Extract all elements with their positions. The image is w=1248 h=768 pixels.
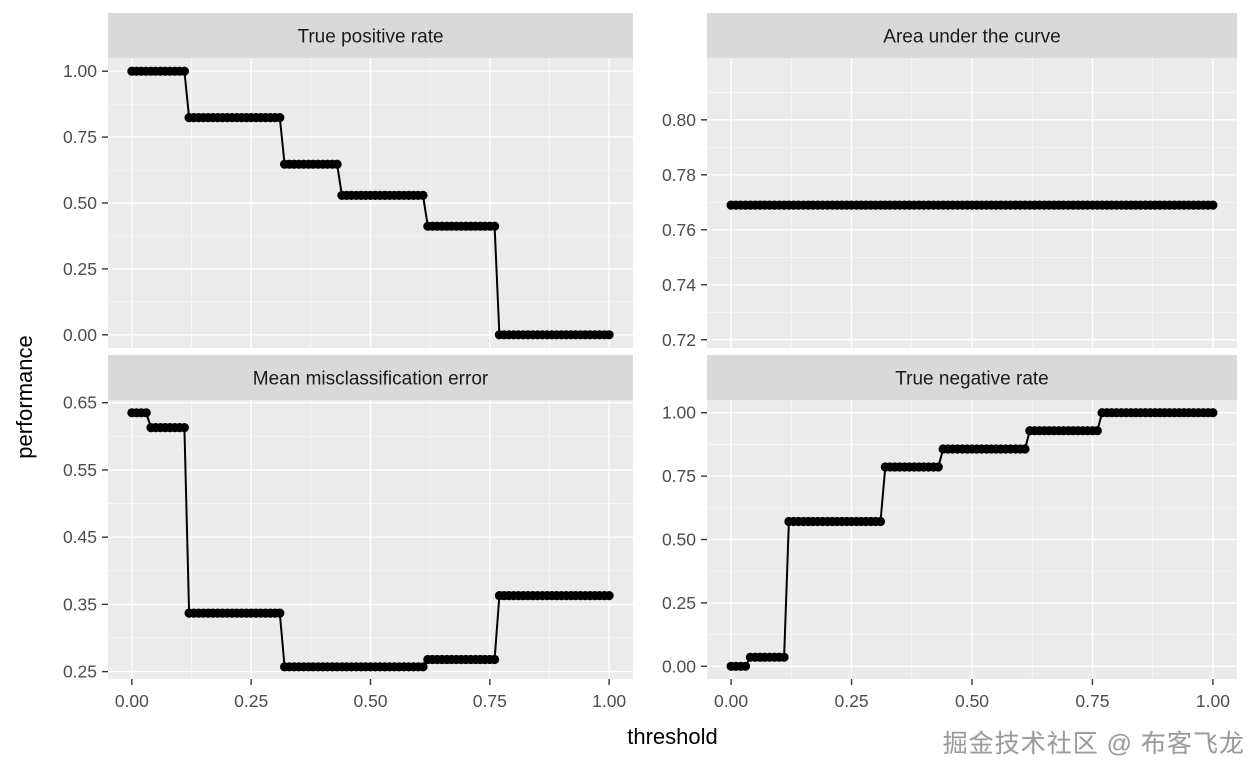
x-tick-label: 0.75 bbox=[1075, 691, 1109, 711]
y-tick-label: 0.25 bbox=[662, 593, 696, 613]
x-tick-label: 0.75 bbox=[473, 691, 507, 711]
x-tick-label: 0.50 bbox=[353, 691, 387, 711]
y-tick-label: 0.45 bbox=[63, 527, 97, 547]
x-tick-label: 0.50 bbox=[955, 691, 989, 711]
y-tick-label: 0.74 bbox=[662, 275, 696, 295]
data-points bbox=[127, 66, 614, 340]
facet-svg: True negative rate0.000.250.500.751.000.… bbox=[662, 355, 1237, 711]
facet-svg: True positive rate 0.00 0.25 0.50 0.75 1.00 bbox=[63, 13, 633, 348]
facet-svg: Mean misclassification error 0.25 0.35 0.45… bbox=[63, 355, 633, 711]
y-tick-label: 0.75 bbox=[63, 127, 97, 147]
facet-panel-true-positive-rate: True positive rate 0.00 0.25 0.50 0.75 1.00 bbox=[30, 13, 633, 363]
facet-panel-true-negative-rate: True negative rate 0.00 0.25 0.50 0.75 1.00 0.… bbox=[629, 355, 1237, 736]
x-axis-title: threshold bbox=[627, 724, 718, 749]
y-tick-label: 0.65 bbox=[63, 393, 97, 413]
facet-panel-mean-misclassification-error: Mean misclassification error 0.25 0.35 0.45… bbox=[30, 355, 633, 736]
y-tick-label: 0.50 bbox=[662, 530, 696, 550]
y-tick-label: 1.00 bbox=[63, 61, 97, 81]
facet-strip bbox=[707, 13, 1237, 58]
x-tick-label: 0.00 bbox=[714, 691, 748, 711]
data-points bbox=[127, 408, 614, 672]
x-tick-label: 0.00 bbox=[115, 691, 149, 711]
facet-title: Mean misclassification error bbox=[253, 369, 489, 390]
x-tick-label: 0.25 bbox=[835, 691, 869, 711]
y-tick-label: 0.00 bbox=[63, 325, 97, 345]
data-points bbox=[726, 408, 1218, 671]
facet-panel-area-under-the-curve: Area under the curve 0.72 0.74 0.76 0.78 0.80 bbox=[629, 13, 1237, 363]
y-tick-label: 0.55 bbox=[63, 460, 97, 480]
grid-major bbox=[707, 400, 1237, 679]
facet-svg: Area under the curve 0.72 0.74 0.76 0.78 0.80 bbox=[662, 13, 1237, 350]
y-tick-label: 0.80 bbox=[662, 110, 696, 130]
y-tick-label: 0.72 bbox=[662, 330, 696, 350]
grid-major bbox=[108, 400, 633, 679]
x-axis: 0.00 0.25 0.50 0.75 1.00 bbox=[115, 679, 626, 711]
watermark-text: 掘金技术社区 @ 布客飞龙 bbox=[942, 730, 1245, 758]
facet-strip bbox=[707, 355, 1237, 400]
facet-title: True negative rate bbox=[895, 369, 1049, 390]
x-axis: 0.00 0.25 0.50 0.75 1.00 bbox=[714, 679, 1230, 711]
y-tick-label: 1.00 bbox=[662, 403, 696, 423]
y-tick-label: 0.78 bbox=[662, 165, 696, 185]
y-axis: 0.00 0.25 0.50 0.75 1.00 bbox=[662, 403, 707, 676]
x-tick-label: 1.00 bbox=[592, 691, 626, 711]
y-axis: 0.25 0.35 0.45 0.55 0.65 bbox=[63, 393, 108, 682]
x-tick-label: 1.00 bbox=[1196, 691, 1230, 711]
y-tick-label: 0.25 bbox=[63, 259, 97, 279]
y-tick-label: 0.76 bbox=[662, 220, 696, 240]
y-tick-label: 0.50 bbox=[63, 193, 97, 213]
y-axis: 0.72 0.74 0.76 0.78 0.80 bbox=[662, 110, 707, 350]
y-tick-label: 0.00 bbox=[662, 656, 696, 676]
facet-title: Area under the curve bbox=[883, 27, 1060, 48]
y-axis: 0.00 0.25 0.50 0.75 1.00 bbox=[63, 61, 108, 345]
y-tick-label: 0.25 bbox=[63, 662, 97, 682]
x-tick-label: 0.25 bbox=[234, 691, 268, 711]
facet-strip bbox=[108, 355, 633, 400]
data-points bbox=[726, 200, 1218, 210]
y-tick-label: 0.35 bbox=[63, 594, 97, 614]
facet-title: True positive rate bbox=[297, 27, 443, 48]
facet-strip bbox=[108, 13, 633, 58]
y-tick-label: 0.75 bbox=[662, 466, 696, 486]
